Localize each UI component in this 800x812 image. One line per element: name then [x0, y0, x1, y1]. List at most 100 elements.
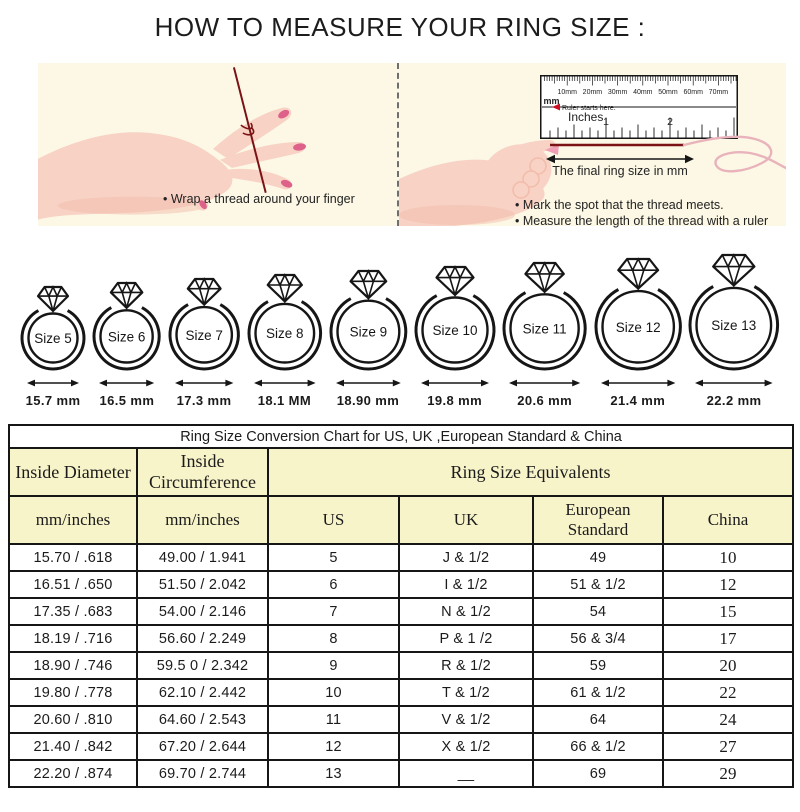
diamond-icon	[266, 273, 303, 303]
table-cell: 16.51 / .650	[8, 570, 138, 599]
conversion-row: 21.40 / .842 67.20 / 2.644 12 X & 1/2 66 & 1…	[8, 732, 795, 761]
ring-graphic: Size 6	[92, 281, 161, 371]
ring-size-7: Size 7 17.3 mm	[166, 277, 242, 408]
header-inside-circumference: Inside Circumference	[136, 447, 269, 497]
ruler-mm-label: 40mm	[633, 89, 653, 96]
table-cell: 21.40 / .842	[8, 732, 138, 761]
table-cell: 22	[661, 678, 795, 707]
diamond-icon	[36, 285, 70, 313]
conversion-row: 16.51 / .650 51.50 / 2.042 6 I & 1/2 51 & 1/…	[8, 570, 795, 599]
table-cell: 7	[267, 597, 400, 626]
ring-size-8: Size 8 18.1 MM	[245, 273, 325, 408]
table-cell: 56.60 / 2.249	[136, 624, 269, 653]
table-cell: T & 1/2	[398, 678, 534, 707]
table-cell: 6	[267, 570, 400, 599]
diamond-icon	[712, 253, 756, 287]
ring-mm-label: 20.6 mm	[517, 393, 573, 408]
ring-graphic: Size 9	[329, 269, 407, 371]
subheader-european-standard: European Standard	[532, 495, 664, 545]
ring-width-arrow	[27, 379, 79, 387]
table-cell: 69.70 / 2.744	[136, 759, 269, 788]
table-cell: 22.20 / .874	[8, 759, 138, 788]
instruction-bullet: Measure the length of the thread with a …	[515, 213, 768, 229]
ring-size-label: Size 12	[615, 320, 660, 335]
ring-size-label: Size 7	[185, 328, 222, 343]
ring-size-label: Size 9	[349, 325, 386, 340]
ring-mm-label: 18.90 mm	[336, 393, 400, 408]
ring-size-12: Size 12 21.4 mm	[592, 257, 684, 408]
conversion-row: 18.90 / .746 59.5 0 / 2.342 9 R & 1/2 59 20	[8, 651, 795, 680]
instruction-bullet: Mark the spot that the thread meets.	[515, 197, 768, 213]
table-cell: J & 1/2	[398, 543, 534, 572]
table-cell: 51 & 1/2	[532, 570, 664, 599]
ring-mm-label: 15.7 mm	[25, 393, 81, 408]
table-cell: 18.90 / .746	[8, 651, 138, 680]
diamond-icon	[616, 257, 659, 290]
table-cell: 17	[661, 624, 795, 653]
subheader-china: China	[661, 495, 795, 545]
table-cell: 56 & 3/4	[532, 624, 664, 653]
ruler-mm-label: 10mm	[557, 89, 577, 96]
rings-row: Size 5 15.7 mm Size 6 16.5 mm Size 7 17.…	[0, 250, 800, 408]
ruler-mm-label: 30mm	[608, 89, 628, 96]
table-cell: 20	[661, 651, 795, 680]
conversion-row: 19.80 / .778 62.10 / 2.442 10 T & 1/2 61 & 1…	[8, 678, 795, 707]
ring-width-arrow	[253, 379, 316, 387]
table-cell: 12	[661, 570, 795, 599]
ring-size-infographic: HOW TO MEASURE YOUR RING SIZE : Wrap a t…	[0, 12, 800, 788]
table-cell: X & 1/2	[398, 732, 534, 761]
ring-graphic: Size 7	[168, 277, 240, 371]
table-cell: 54.00 / 2.146	[136, 597, 269, 626]
ring-size-9: Size 9 18.90 mm	[327, 269, 410, 408]
ring-graphic: Size 8	[247, 273, 322, 371]
table-cell: 61 & 1/2	[532, 678, 664, 707]
ruler-mm-label: 60mm	[683, 89, 703, 96]
table-cell: 51.50 / 2.042	[136, 570, 269, 599]
thread-loop	[682, 135, 786, 173]
page-title: HOW TO MEASURE YOUR RING SIZE :	[154, 12, 646, 42]
ring-mm-label: 16.5 mm	[99, 393, 155, 408]
ring-mm-label: 21.4 mm	[610, 393, 666, 408]
ruler-mm-label: 20mm	[583, 89, 603, 96]
ring-width-arrow	[99, 379, 155, 387]
table-cell: 10	[267, 678, 400, 707]
panel-wrap-thread: Wrap a thread around your finger	[38, 63, 399, 226]
table-cell: 59	[532, 651, 664, 680]
table-cell: 9	[267, 651, 400, 680]
table-cell: N & 1/2	[398, 597, 534, 626]
table-cell: 29	[661, 759, 795, 788]
table-cell: 69	[532, 759, 664, 788]
instruction-bullets: Mark the spot that the thread meets. Mea…	[515, 197, 768, 229]
thread-wrap	[240, 122, 255, 136]
panel-measure-ruler: 10mm 20mm 30mm 40mm 50mm 60mm 70mm mm Ruler star…	[399, 63, 786, 229]
diamond-icon	[524, 261, 565, 293]
table-cell: 62.10 / 2.442	[136, 678, 269, 707]
table-cell: 12	[267, 732, 400, 761]
ring-size-label: Size 10	[432, 323, 477, 338]
table-cell: 10	[661, 543, 795, 572]
ruler-inch-number: 1	[603, 116, 609, 128]
ring-size-11: Size 11 20.6 mm	[500, 261, 589, 408]
table-cell: 64	[532, 705, 664, 734]
table-title: Ring Size Conversion Chart for US, UK ,E…	[7, 424, 795, 449]
diamond-icon	[349, 269, 387, 300]
ring-size-label: Size 6	[108, 329, 145, 344]
table-cell: 18.19 / .716	[8, 624, 138, 653]
ring-width-arrow	[695, 379, 773, 387]
ruler-mm-label: 50mm	[658, 89, 678, 96]
header-inside-diameter: Inside Diameter	[8, 447, 138, 497]
ring-mm-label: 22.2 mm	[706, 393, 762, 408]
final-size-label: The final ring size in mm	[552, 164, 688, 178]
header-ring-size-equivalents: Ring Size Equivalents	[266, 447, 795, 497]
table-cell: 15.70 / .618	[8, 543, 138, 572]
conversion-row: 22.20 / .874 69.70 / 2.744 13 __ 69 29	[8, 759, 795, 788]
ring-graphic: Size 12	[594, 257, 682, 371]
hand-ruler-illustration	[399, 135, 786, 226]
ring-size-10: Size 10 19.8 mm	[412, 265, 498, 408]
ring-size-label: Size 8	[266, 326, 303, 341]
ring-mm-label: 17.3 mm	[176, 393, 232, 408]
diamond-icon	[110, 281, 144, 309]
table-cell: 13	[267, 759, 400, 788]
instruction-panels: Wrap a thread around your finger 10mm 20m…	[38, 63, 788, 229]
table-cell: 11	[267, 705, 400, 734]
